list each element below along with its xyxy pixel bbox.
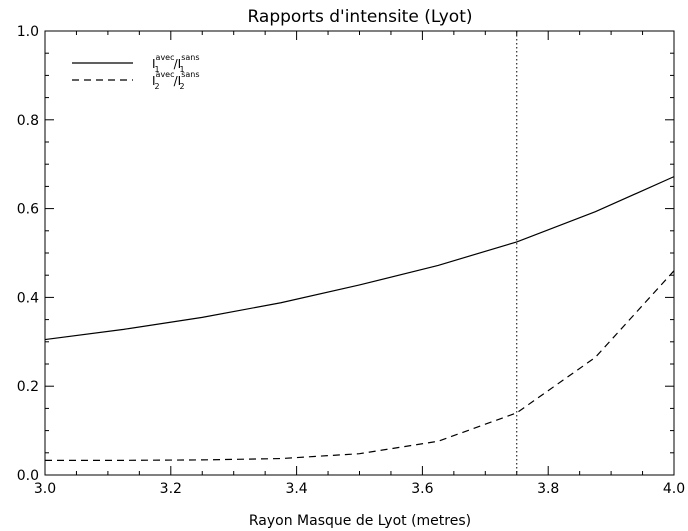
chart-title: Rapports d'intensite (Lyot) bbox=[247, 7, 472, 27]
series-line-2 bbox=[45, 270, 675, 461]
x-tick-label: 3.6 bbox=[411, 481, 433, 497]
series-line-1 bbox=[44, 176, 675, 341]
legend-label-1: Iavec 1/Isans 1 bbox=[152, 53, 200, 74]
y-tick-label: 0.0 bbox=[17, 468, 39, 484]
x-axis-ticks: 3.0 3.2 3.4 3.6 3.8 4.0 bbox=[34, 31, 685, 497]
y-tick-label: 0.8 bbox=[17, 113, 39, 129]
legend-label-2: Iavec 2/Isans 2 bbox=[152, 70, 200, 91]
legend-label-text-1: Iavec 1/Isans 1 bbox=[152, 53, 200, 74]
y-tick-label: 0.2 bbox=[17, 379, 39, 395]
x-axis-label: Rayon Masque de Lyot (metres) bbox=[249, 513, 471, 529]
legend-label-text-2: Iavec 2/Isans 2 bbox=[152, 70, 200, 91]
x-tick-label: 3.0 bbox=[34, 481, 56, 497]
x-tick-label: 4.0 bbox=[663, 481, 685, 497]
plot-frame bbox=[44, 30, 675, 476]
x-tick-label: 3.2 bbox=[160, 481, 182, 497]
y-axis-ticks: 0.0 0.2 0.4 0.6 0.8 1.0 bbox=[17, 24, 674, 484]
series-layer bbox=[44, 176, 675, 461]
y-tick-label: 0.4 bbox=[17, 290, 39, 306]
y-tick-label: 0.6 bbox=[17, 202, 39, 218]
x-tick-label: 3.8 bbox=[537, 481, 559, 497]
x-tick-label: 3.4 bbox=[285, 481, 307, 497]
y-tick-label: 1.0 bbox=[17, 24, 39, 40]
